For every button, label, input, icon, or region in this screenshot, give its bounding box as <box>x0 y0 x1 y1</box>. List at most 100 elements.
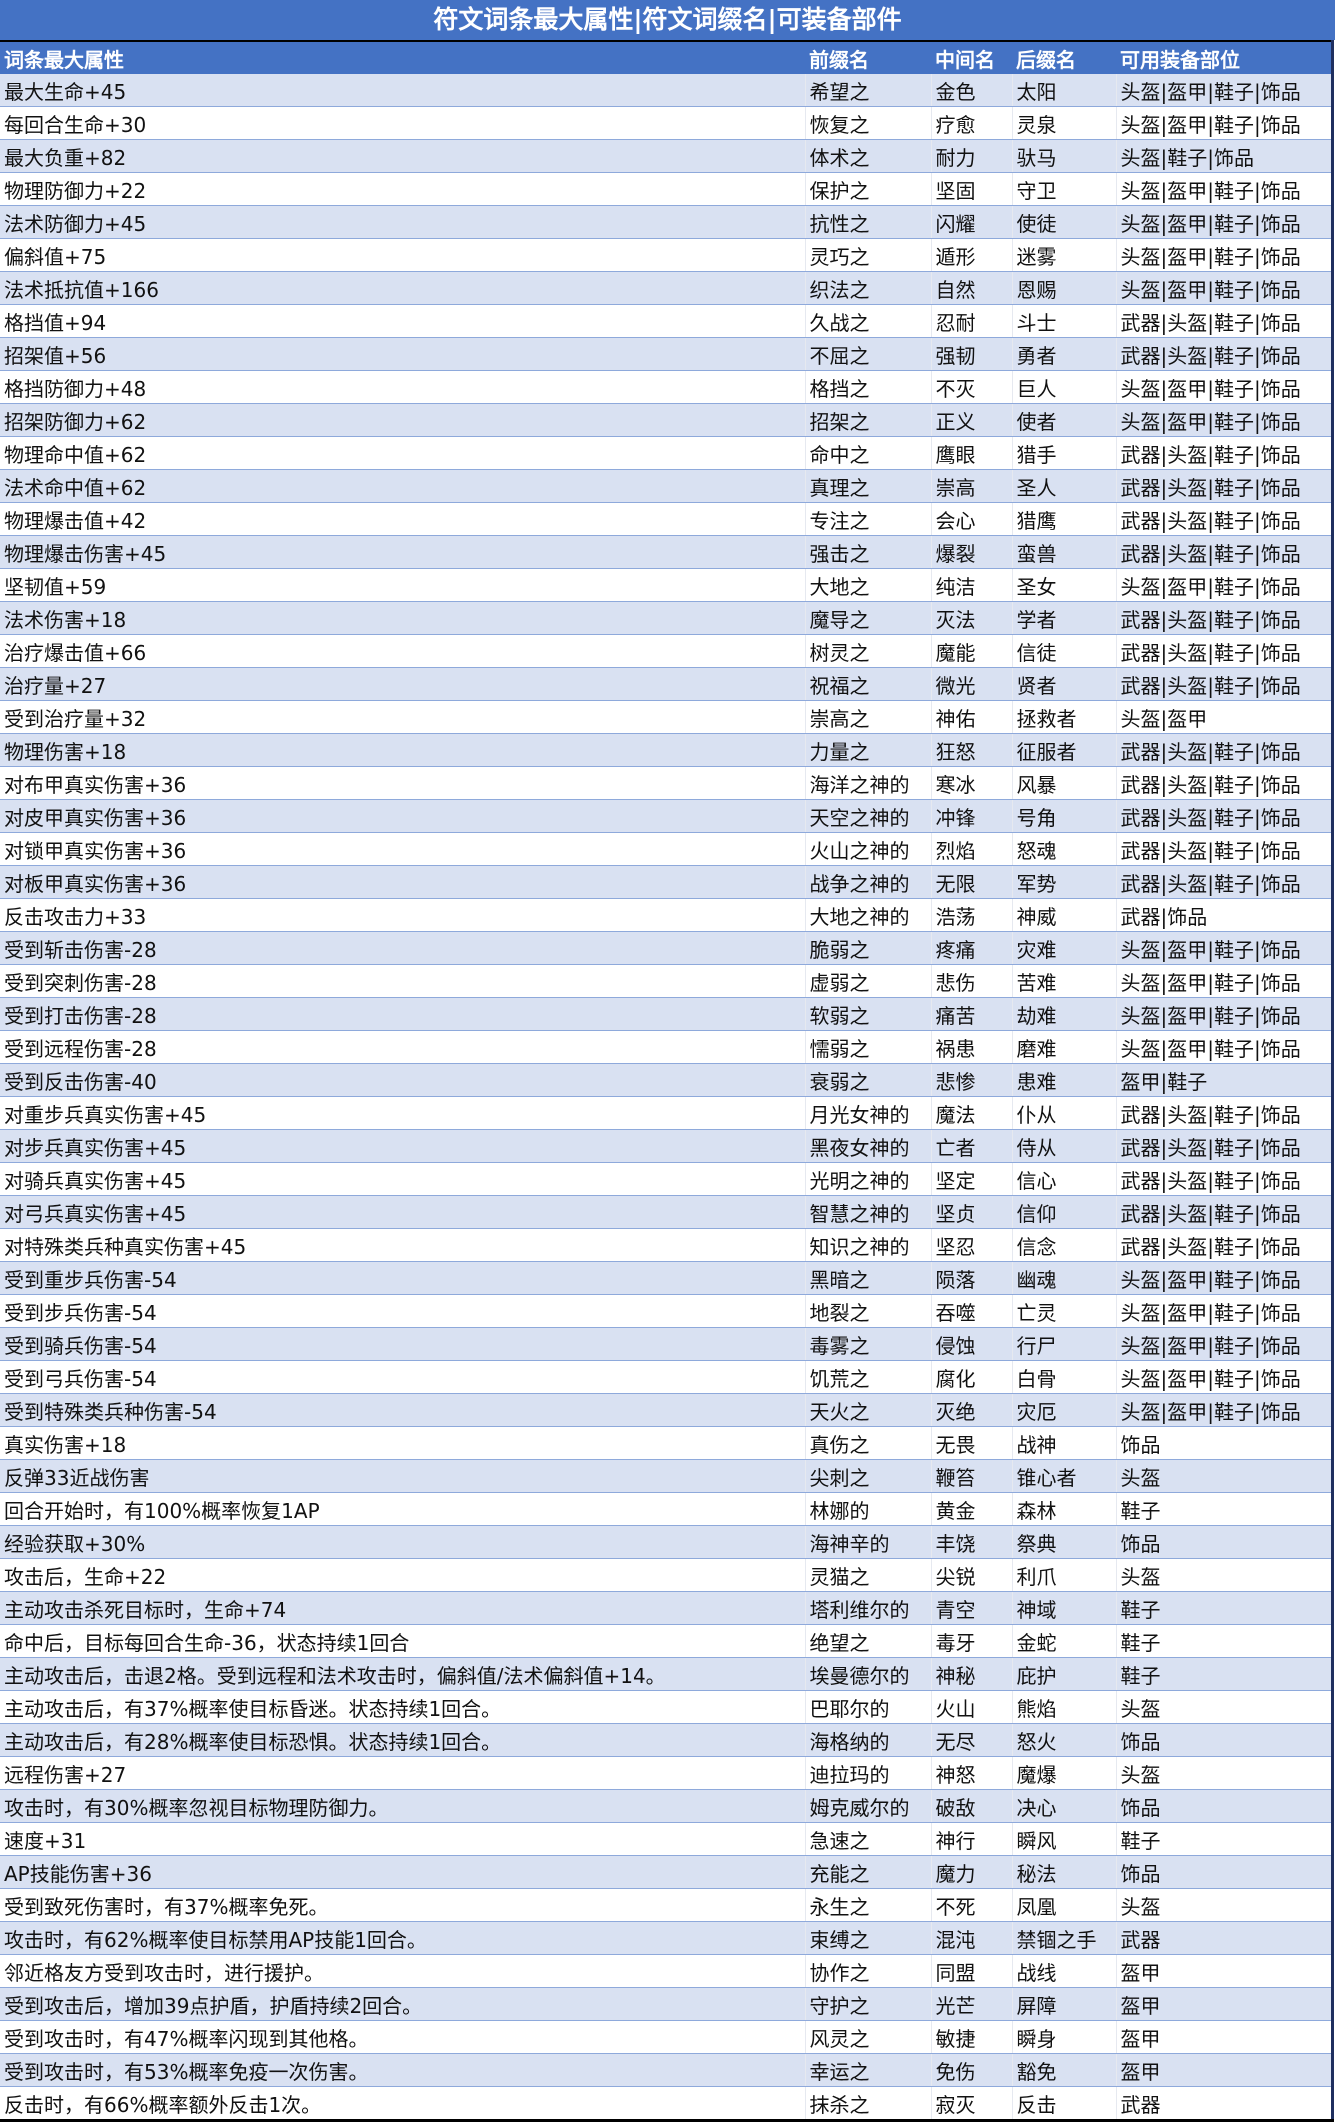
slots-cell[interactable]: 鞋子 <box>1115 1822 1332 1856</box>
slots-cell[interactable]: 头盔|盔甲|鞋子|饰品 <box>1115 271 1332 305</box>
slots-cell[interactable]: 饰品 <box>1115 1855 1332 1889</box>
slots-cell[interactable]: 头盔|盔甲|鞋子|饰品 <box>1115 74 1332 107</box>
suffix-cell[interactable]: 瞬身 <box>1011 2020 1116 2054</box>
attribute-cell[interactable]: 对布甲真实伤害+36 <box>0 766 805 800</box>
prefix-cell[interactable]: 毒雾之 <box>804 1327 931 1361</box>
middle-cell[interactable]: 狂怒 <box>930 733 1012 767</box>
attribute-cell[interactable]: 对弓兵真实伤害+45 <box>0 1195 805 1229</box>
prefix-cell[interactable]: 饥荒之 <box>804 1360 931 1394</box>
slots-cell[interactable]: 武器|头盔|鞋子|饰品 <box>1115 832 1332 866</box>
prefix-cell[interactable]: 巴耶尔的 <box>804 1690 931 1724</box>
suffix-cell[interactable]: 劫难 <box>1011 997 1116 1031</box>
middle-cell[interactable]: 耐力 <box>930 139 1012 173</box>
prefix-cell[interactable]: 久战之 <box>804 304 931 338</box>
attribute-cell[interactable]: 受到骑兵伤害-54 <box>0 1327 805 1361</box>
attribute-cell[interactable]: AP技能伤害+36 <box>0 1855 805 1889</box>
attribute-cell[interactable]: 受到重步兵伤害-54 <box>0 1261 805 1295</box>
suffix-cell[interactable]: 号角 <box>1011 799 1116 833</box>
middle-cell[interactable]: 崇高 <box>930 469 1012 503</box>
prefix-cell[interactable]: 绝望之 <box>804 1624 931 1658</box>
suffix-cell[interactable]: 斗士 <box>1011 304 1116 338</box>
prefix-cell[interactable]: 幸运之 <box>804 2053 931 2087</box>
middle-cell[interactable]: 冲锋 <box>930 799 1012 833</box>
prefix-cell[interactable]: 招架之 <box>804 403 931 437</box>
suffix-cell[interactable]: 熊焰 <box>1011 1690 1116 1724</box>
attribute-cell[interactable]: 物理命中值+62 <box>0 436 805 470</box>
middle-cell[interactable]: 吞噬 <box>930 1294 1012 1328</box>
prefix-cell[interactable]: 守护之 <box>804 1987 931 2021</box>
middle-cell[interactable]: 黄金 <box>930 1492 1012 1526</box>
slots-cell[interactable]: 盔甲 <box>1115 2020 1332 2054</box>
attribute-cell[interactable]: 主动攻击杀死目标时，生命+74 <box>0 1591 805 1625</box>
suffix-cell[interactable]: 征服者 <box>1011 733 1116 767</box>
slots-cell[interactable]: 头盔|盔甲|鞋子|饰品 <box>1115 106 1332 140</box>
middle-cell[interactable]: 坚固 <box>930 172 1012 206</box>
suffix-cell[interactable]: 金蛇 <box>1011 1624 1116 1658</box>
suffix-cell[interactable]: 贤者 <box>1011 667 1116 701</box>
prefix-cell[interactable]: 体术之 <box>804 139 931 173</box>
suffix-cell[interactable]: 风暴 <box>1011 766 1116 800</box>
attribute-cell[interactable]: 受到攻击时，有53%概率免疫一次伤害。 <box>0 2053 805 2087</box>
attribute-cell[interactable]: 物理爆击伤害+45 <box>0 535 805 569</box>
slots-cell[interactable]: 武器 <box>1115 2086 1332 2121</box>
middle-cell[interactable]: 浩荡 <box>930 898 1012 932</box>
suffix-cell[interactable]: 亡灵 <box>1011 1294 1116 1328</box>
attribute-cell[interactable]: 最大负重+82 <box>0 139 805 173</box>
suffix-cell[interactable]: 守卫 <box>1011 172 1116 206</box>
slots-cell[interactable]: 武器|头盔|鞋子|饰品 <box>1115 436 1332 470</box>
slots-cell[interactable]: 头盔|盔甲 <box>1115 700 1332 734</box>
middle-cell[interactable]: 坚忍 <box>930 1228 1012 1262</box>
middle-cell[interactable]: 光芒 <box>930 1987 1012 2021</box>
attribute-cell[interactable]: 偏斜值+75 <box>0 238 805 272</box>
slots-cell[interactable]: 头盔|盔甲|鞋子|饰品 <box>1115 568 1332 602</box>
slots-cell[interactable]: 武器|头盔|鞋子|饰品 <box>1115 337 1332 371</box>
slots-cell[interactable]: 武器|头盔|鞋子|饰品 <box>1115 799 1332 833</box>
slots-cell[interactable]: 武器|头盔|鞋子|饰品 <box>1115 601 1332 635</box>
attribute-cell[interactable]: 每回合生命+30 <box>0 106 805 140</box>
slots-cell[interactable]: 头盔 <box>1115 1888 1332 1922</box>
attribute-cell[interactable]: 治疗爆击值+66 <box>0 634 805 668</box>
prefix-cell[interactable]: 魔导之 <box>804 601 931 635</box>
middle-cell[interactable]: 疗愈 <box>930 106 1012 140</box>
middle-cell[interactable]: 毒牙 <box>930 1624 1012 1658</box>
middle-cell[interactable]: 敏捷 <box>930 2020 1012 2054</box>
suffix-cell[interactable]: 魔爆 <box>1011 1756 1116 1790</box>
middle-cell[interactable]: 同盟 <box>930 1954 1012 1988</box>
prefix-cell[interactable]: 织法之 <box>804 271 931 305</box>
suffix-cell[interactable]: 神威 <box>1011 898 1116 932</box>
prefix-cell[interactable]: 埃曼德尔的 <box>804 1657 931 1691</box>
middle-cell[interactable]: 无限 <box>930 865 1012 899</box>
middle-cell[interactable]: 不灭 <box>930 370 1012 404</box>
middle-cell[interactable]: 寂灭 <box>930 2086 1012 2121</box>
suffix-cell[interactable]: 瞬风 <box>1011 1822 1116 1856</box>
slots-cell[interactable]: 武器|头盔|鞋子|饰品 <box>1115 1162 1332 1196</box>
attribute-cell[interactable]: 治疗量+27 <box>0 667 805 701</box>
attribute-cell[interactable]: 受到攻击后，增加39点护盾，护盾持续2回合。 <box>0 1987 805 2021</box>
middle-cell[interactable]: 神行 <box>930 1822 1012 1856</box>
middle-cell[interactable]: 鞭笞 <box>930 1459 1012 1493</box>
suffix-cell[interactable]: 信仰 <box>1011 1195 1116 1229</box>
prefix-cell[interactable]: 不屈之 <box>804 337 931 371</box>
attribute-cell[interactable]: 物理爆击值+42 <box>0 502 805 536</box>
attribute-cell[interactable]: 法术伤害+18 <box>0 601 805 635</box>
prefix-cell[interactable]: 抹杀之 <box>804 2086 931 2121</box>
suffix-cell[interactable]: 使者 <box>1011 403 1116 437</box>
slots-cell[interactable]: 鞋子 <box>1115 1657 1332 1691</box>
slots-cell[interactable]: 头盔|盔甲|鞋子|饰品 <box>1115 1360 1332 1394</box>
attribute-cell[interactable]: 受到弓兵伤害-54 <box>0 1360 805 1394</box>
slots-cell[interactable]: 鞋子 <box>1115 1624 1332 1658</box>
slots-cell[interactable]: 武器|头盔|鞋子|饰品 <box>1115 766 1332 800</box>
attribute-cell[interactable]: 法术抵抗值+166 <box>0 271 805 305</box>
middle-cell[interactable]: 灭法 <box>930 601 1012 635</box>
middle-cell[interactable]: 微光 <box>930 667 1012 701</box>
attribute-cell[interactable]: 受到斩击伤害-28 <box>0 931 805 965</box>
slots-cell[interactable]: 头盔|盔甲|鞋子|饰品 <box>1115 238 1332 272</box>
suffix-cell[interactable]: 猎手 <box>1011 436 1116 470</box>
prefix-cell[interactable]: 束缚之 <box>804 1921 931 1955</box>
suffix-cell[interactable]: 怒魂 <box>1011 832 1116 866</box>
slots-cell[interactable]: 头盔 <box>1115 1690 1332 1724</box>
middle-cell[interactable]: 火山 <box>930 1690 1012 1724</box>
prefix-cell[interactable]: 知识之神的 <box>804 1228 931 1262</box>
suffix-cell[interactable]: 圣女 <box>1011 568 1116 602</box>
prefix-cell[interactable]: 专注之 <box>804 502 931 536</box>
